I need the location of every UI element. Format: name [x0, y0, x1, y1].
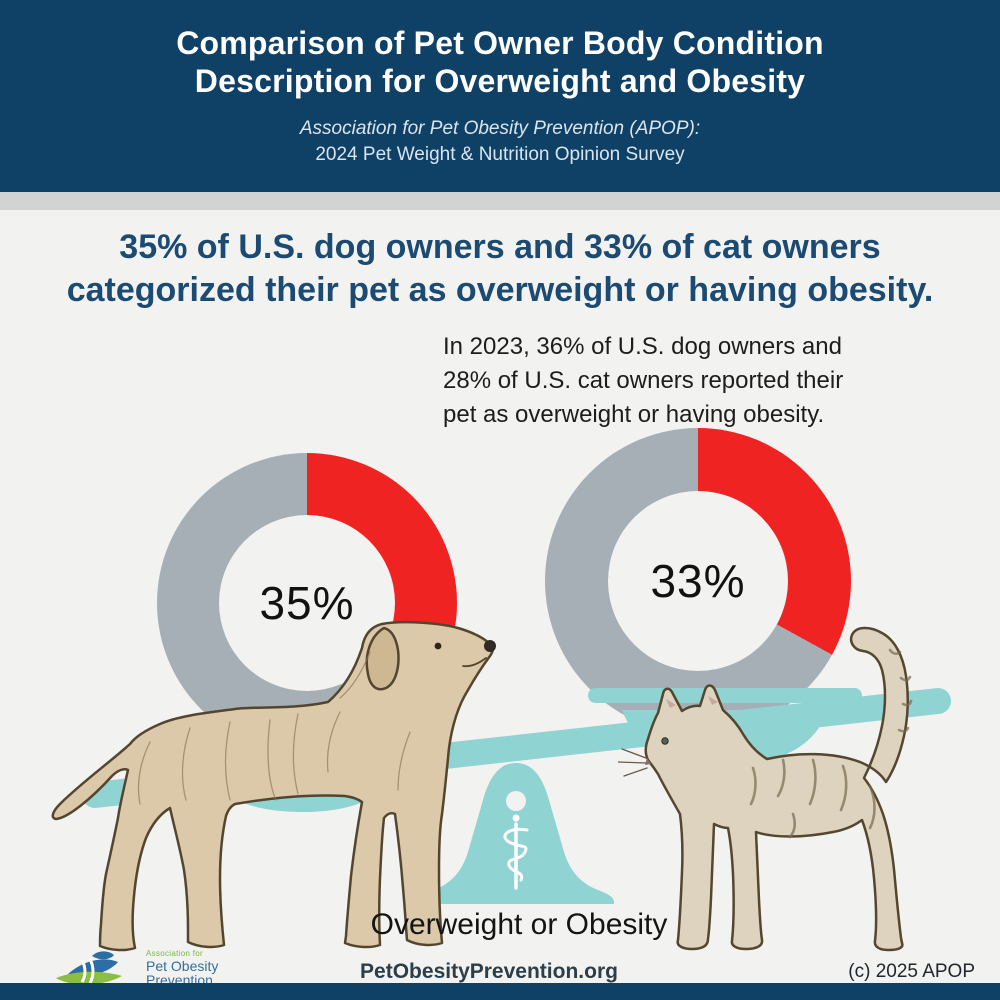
rod-of-asclepius-icon — [503, 814, 529, 890]
cat-nose — [645, 758, 651, 765]
headline: 35% of U.S. dog owners and 33% of cat ow… — [0, 226, 1000, 312]
donut-chart-dog: 35% — [157, 453, 457, 753]
donut-chart-cat: 33% — [545, 428, 851, 734]
apop-logo: Association for Pet Obesity Prevention — [52, 946, 218, 990]
header-divider — [0, 192, 1000, 210]
cat-eye — [661, 737, 669, 745]
scale-caption: Overweight or Obesity — [370, 908, 668, 941]
apop-logo-line1: Association for — [146, 948, 203, 958]
page-title-line1: Comparison of Pet Owner Body Condition — [176, 25, 824, 61]
note-line2: 28% of U.S. cat owners reported their — [443, 367, 844, 394]
donut-label-cat: 33% — [650, 555, 746, 607]
subtitle: Association for Pet Obesity Prevention (… — [300, 116, 700, 168]
headline-line2: categorized their pet as overweight or h… — [66, 271, 934, 309]
subtitle-line2: 2024 Pet Weight & Nutrition Opinion Surv… — [315, 144, 685, 165]
apop-logo-mark — [56, 951, 122, 985]
dog-nose — [484, 640, 496, 652]
note-line3: pet as overweight or having obesity. — [443, 401, 825, 428]
apop-logo-text: Association for Pet Obesity Prevention — [146, 948, 219, 987]
bottom-bar — [0, 983, 1000, 1000]
note-line1: In 2023, 36% of U.S. dog owners and — [443, 333, 842, 360]
headline-line1: 35% of U.S. dog owners and 33% of cat ow… — [119, 228, 881, 266]
note-2023: In 2023, 36% of U.S. dog owners and 28% … — [443, 330, 893, 432]
donut-label-dog: 35% — [259, 577, 355, 629]
scale-fulcrum — [418, 763, 614, 904]
fulcrum-hole — [506, 791, 526, 811]
header-banner: Comparison of Pet Owner Body Condition D… — [0, 0, 1000, 192]
cat-whiskers — [618, 748, 648, 777]
website-link[interactable]: PetObesityPrevention.org — [360, 960, 618, 983]
subtitle-line1: Association for Pet Obesity Prevention (… — [299, 118, 701, 139]
copyright-text: (c) 2025 APOP — [848, 961, 975, 982]
page-title-line2: Description for Overweight and Obesity — [194, 63, 806, 99]
apop-logo-line2: Pet Obesity — [146, 957, 219, 974]
